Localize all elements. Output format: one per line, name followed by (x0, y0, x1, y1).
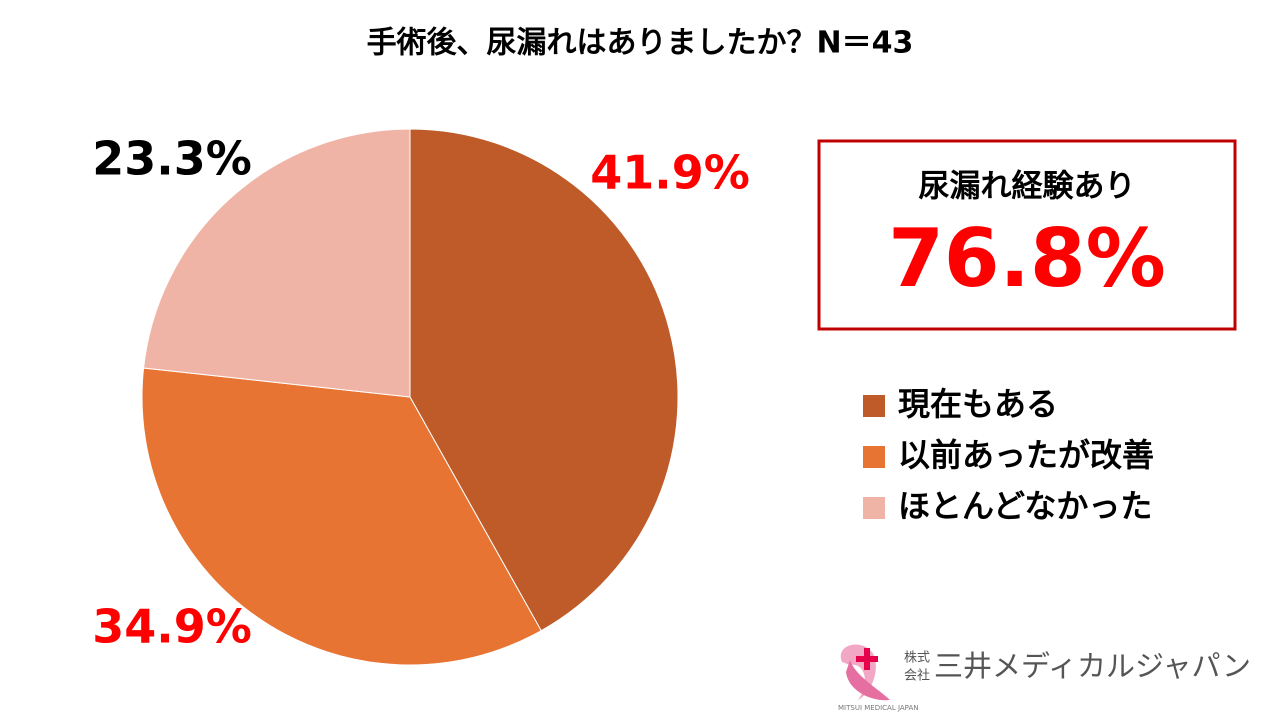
data-label: 23.3% (92, 132, 252, 186)
logo-kabushiki: 会社 (904, 668, 930, 684)
data-label: 34.9% (92, 600, 252, 654)
highlight-text: 尿漏れ経験あり (919, 169, 1136, 205)
logo-name: 三井メディカルジャパン (934, 649, 1251, 683)
highlight-value: 76.8% (888, 212, 1166, 305)
legend-label: 現在もある (898, 385, 1058, 423)
legend-swatch (863, 446, 885, 468)
legend-swatch (863, 497, 885, 519)
pie-slice (409, 128, 679, 632)
legend-label: ほとんどなかった (898, 487, 1152, 525)
chart-title: 手術後、尿漏れはありましたか？N＝43 (367, 26, 914, 61)
logo-kabushiki: 株式 (904, 651, 930, 666)
logo-cross (856, 656, 878, 662)
highlight-box (817, 139, 1237, 331)
logo-mark (846, 660, 890, 701)
logo-english: MITSUI MEDICAL JAPAN (838, 704, 918, 712)
logo: 株式 会社 三井メディカルジャパン MITSUI MEDICAL JAPAN (838, 644, 1251, 712)
legend-label: 以前あったが改善 (898, 436, 1154, 474)
legend-swatch (863, 395, 885, 417)
pie-slice (141, 367, 542, 666)
pie: 41.9% 34.9% 23.3% (92, 128, 750, 666)
data-label: 41.9% (590, 146, 750, 200)
pie-slice (143, 128, 411, 398)
